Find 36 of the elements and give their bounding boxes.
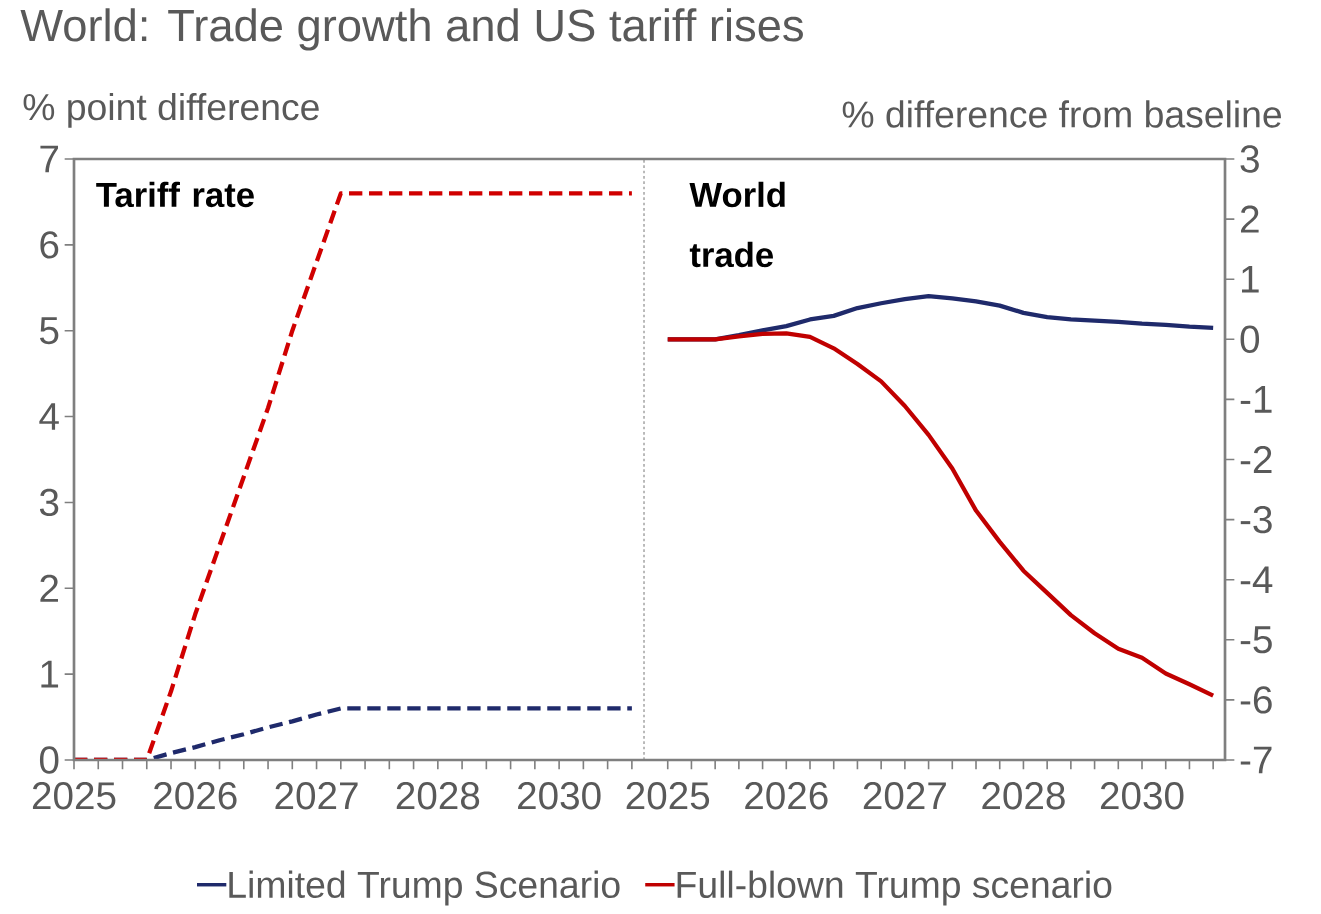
x-tick-label: 2025 [32, 782, 116, 810]
y-tick-label: 0 [39, 746, 59, 774]
x-tick-label: 2028 [982, 782, 1065, 810]
x-tick-label: 2028 [396, 782, 480, 810]
y-tick-label: 1 [41, 660, 59, 688]
x-tick-label: 2030 [1100, 782, 1184, 810]
y-tick-label: 2 [1241, 205, 1259, 233]
y-tick-label: -5 [1240, 626, 1272, 654]
x-tick-label: 2026 [154, 782, 237, 810]
y-tick-label: 4 [39, 403, 59, 430]
x-tick-label: 2026 [745, 782, 828, 810]
y-tick-label: 7 [40, 145, 58, 173]
chart-title: World: Trade growth and US tariff rises [20, 8, 803, 51]
y-tick-label: 3 [39, 488, 59, 517]
legend-label: Limited Trump Scenario [229, 870, 620, 906]
y-tick-label: 6 [40, 231, 59, 259]
y-tick-label: -4 [1240, 566, 1273, 593]
y-axis-title: % difference from baseline [842, 100, 1281, 128]
x-tick-label: 2027 [275, 782, 358, 810]
y-tick-label: 3 [1240, 145, 1259, 173]
x-tick-label: 2030 [518, 782, 601, 810]
x-tick-label: 2027 [863, 782, 946, 810]
annotation: World trade [689, 181, 785, 268]
y-tick-label: 5 [40, 317, 59, 345]
y-tick-label: -1 [1240, 386, 1272, 413]
y-axis-title: % point difference [23, 92, 319, 128]
annotation: Tariff rate [96, 181, 254, 208]
y-tick-label: -2 [1240, 446, 1272, 473]
y-tick-label: -6 [1240, 686, 1272, 714]
y-tick-label: -7 [1240, 746, 1272, 774]
x-tick-label: 2025 [626, 782, 710, 810]
legend-label: Full-blown Trump scenario [677, 870, 1112, 906]
y-tick-label: -3 [1240, 505, 1272, 534]
y-tick-label: 0 [1240, 325, 1260, 353]
y-tick-label: 1 [1242, 265, 1259, 293]
y-tick-label: 2 [40, 574, 58, 602]
